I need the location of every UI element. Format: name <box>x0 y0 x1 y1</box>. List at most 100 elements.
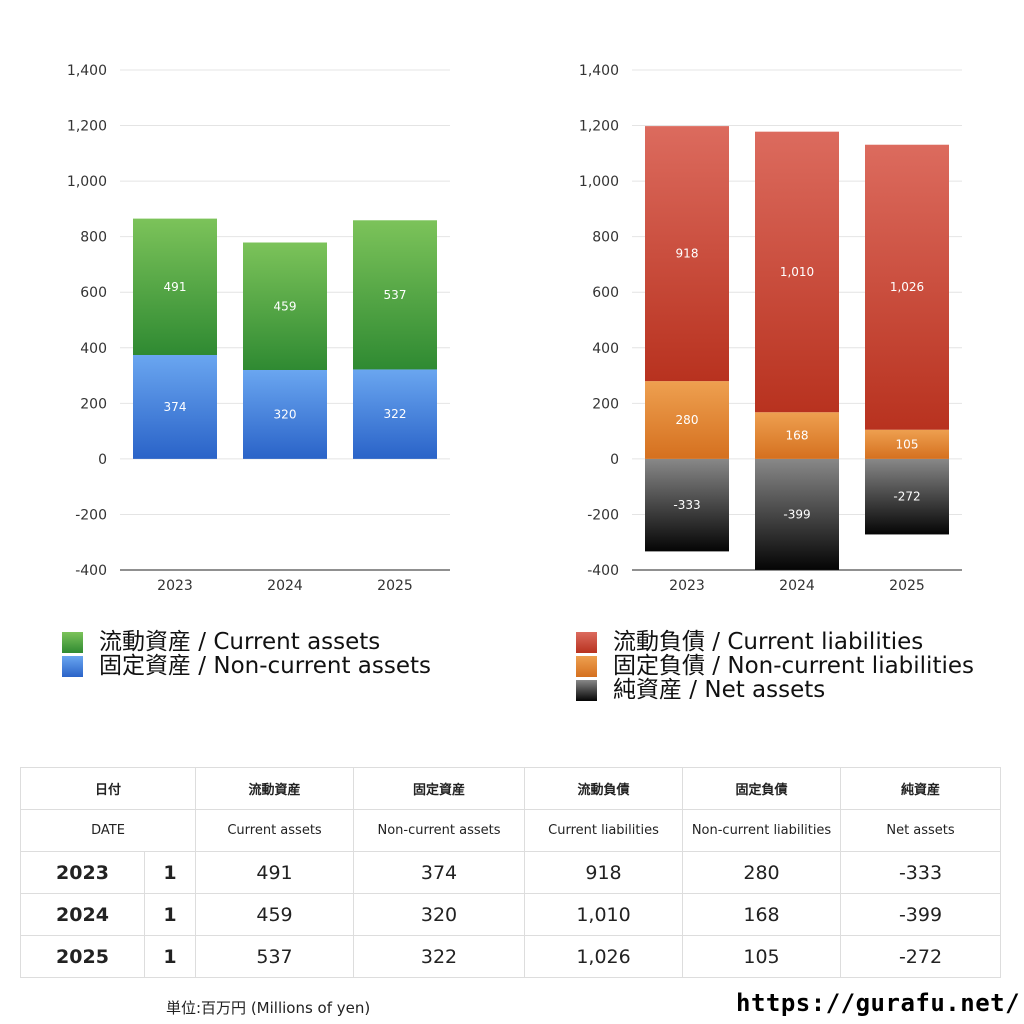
bar-segment <box>353 220 437 370</box>
table-row: 2023 1 491 374 918 280 -333 <box>20 851 1002 894</box>
table-header-cell: 流動負債 <box>524 767 684 810</box>
table-cell: 1,026 <box>524 935 684 978</box>
bar-segment <box>133 355 217 459</box>
table-cell-count: 1 <box>143 935 197 978</box>
table-cell: -333 <box>840 851 1002 894</box>
site-url: https://gurafu.net/ <box>736 989 1021 1017</box>
table-header-row-en: DATE Current assets Non-current assets C… <box>19 809 1002 852</box>
unit-note: 単位:百万円 (Millions of yen) <box>166 999 371 1017</box>
y-tick-label: -200 <box>587 507 619 523</box>
legend-swatch-current-assets <box>62 631 83 653</box>
y-tick-label: 400 <box>80 341 107 357</box>
table-header-cell: 固定資産 <box>353 767 526 810</box>
table-row: 2024 1 459 320 1,010 168 -399 <box>20 893 1002 936</box>
legend-label-current-assets: 流動資産 / Current assets <box>99 629 381 655</box>
bar-segment <box>865 144 949 430</box>
data-label: -272 <box>893 490 920 504</box>
y-tick-label: 1,200 <box>67 119 107 135</box>
table-header-cell: Current liabilities <box>524 809 684 852</box>
bar-segment <box>133 218 217 355</box>
table-cell: 459 <box>195 893 355 936</box>
data-label: -333 <box>673 498 700 512</box>
y-tick-label: 600 <box>80 285 107 301</box>
table-header-cell: Non-current liabilities <box>682 809 842 852</box>
table-cell: 537 <box>195 935 355 978</box>
bar-segment <box>353 369 437 459</box>
table-cell: -399 <box>840 893 1002 936</box>
data-label: 168 <box>786 429 809 443</box>
table-cell: 1,010 <box>524 893 684 936</box>
y-tick-label: 1,400 <box>67 63 107 79</box>
table-cell: 322 <box>353 935 526 978</box>
table-header-row-jp: 日付 流動資産 固定資産 流動負債 固定負債 純資産 <box>19 767 1002 810</box>
data-label: 918 <box>676 247 699 261</box>
x-tick-label: 2024 <box>267 578 303 594</box>
assets-chart: -400 -200 0 200 400 600 800 1,000 1,200 1,400 2023… <box>67 63 450 594</box>
bar-segment <box>865 429 949 459</box>
x-tick-label: 2025 <box>377 578 413 594</box>
bar-segment <box>243 242 327 370</box>
legend-swatch-non-current-liabilities <box>576 655 597 677</box>
y-tick-label: 1,000 <box>579 174 619 190</box>
legend-swatch-non-current-assets <box>62 655 83 677</box>
liabilities-legend: 流動負債 / Current liabilities 固定負債 / Non-cu… <box>576 630 974 702</box>
table-cell: 320 <box>353 893 526 936</box>
y-tick-label: 800 <box>592 230 619 246</box>
y-tick-label: 1,400 <box>579 63 619 79</box>
data-label: 280 <box>676 413 699 427</box>
assets-legend: 流動資産 / Current assets 固定資産 / Non-current… <box>62 630 431 678</box>
table-header-cell: 固定負債 <box>682 767 842 810</box>
x-tick-label: 2023 <box>669 578 705 594</box>
y-tick-label: 600 <box>592 285 619 301</box>
data-label: 320 <box>274 407 297 421</box>
y-tick-label: 200 <box>592 396 619 412</box>
legend-label-net-assets: 純資産 / Net assets <box>613 677 826 703</box>
legend-swatch-net-assets <box>576 679 597 701</box>
liabilities-chart: -400 -200 0 200 400 600 800 1,000 1,200 1,400 2023… <box>579 63 962 594</box>
table-cell-year: 2025 <box>20 935 145 978</box>
y-tick-label: -200 <box>75 507 107 523</box>
table-header-cell: Non-current assets <box>353 809 526 852</box>
data-label: 537 <box>384 288 407 302</box>
table-cell-year: 2024 <box>20 893 145 936</box>
y-tick-label: 1,000 <box>67 174 107 190</box>
y-tick-label: 0 <box>610 452 619 468</box>
y-tick-label: 0 <box>98 452 107 468</box>
legend-item-net-assets: 純資産 / Net assets <box>576 678 974 702</box>
table-cell-year: 2023 <box>20 851 145 894</box>
bar-segment <box>755 458 839 570</box>
legend-label-current-liabilities: 流動負債 / Current liabilities <box>613 629 924 655</box>
bar-segment <box>755 131 839 413</box>
bar-segment <box>865 458 949 535</box>
x-tick-label: 2025 <box>889 578 925 594</box>
table-cell: 280 <box>682 851 842 894</box>
y-tick-label: -400 <box>75 563 107 579</box>
bar-segment <box>243 370 327 459</box>
data-label: 105 <box>896 437 919 451</box>
table-cell: -272 <box>840 935 1002 978</box>
data-label: 491 <box>164 280 187 294</box>
y-tick-label: 1,200 <box>579 119 619 135</box>
table-header-cell: DATE <box>19 809 197 852</box>
x-tick-label: 2023 <box>157 578 193 594</box>
legend-label-non-current-assets: 固定資産 / Non-current assets <box>99 653 432 679</box>
legend-item-non-current-liabilities: 固定負債 / Non-current liabilities <box>576 654 974 678</box>
table-header-cell: 純資産 <box>840 767 1002 810</box>
table-header-cell: Net assets <box>840 809 1002 852</box>
table-cell: 374 <box>353 851 526 894</box>
table-cell: 491 <box>195 851 355 894</box>
legend-swatch-current-liabilities <box>576 631 597 653</box>
data-label: 1,026 <box>890 280 924 294</box>
table-header-cell: Current assets <box>195 809 355 852</box>
table-header-cell: 流動資産 <box>195 767 355 810</box>
legend-label-non-current-liabilities: 固定負債 / Non-current liabilities <box>613 653 974 679</box>
data-label: -399 <box>783 507 810 521</box>
table-cell-count: 1 <box>143 851 197 894</box>
y-tick-label: 200 <box>80 396 107 412</box>
legend-item-non-current-assets: 固定資産 / Non-current assets <box>62 654 431 678</box>
bar-segment <box>755 412 839 459</box>
y-tick-label: -400 <box>587 563 619 579</box>
table-cell: 168 <box>682 893 842 936</box>
data-label: 459 <box>274 299 297 313</box>
legend-item-current-assets: 流動資産 / Current assets <box>62 630 431 654</box>
